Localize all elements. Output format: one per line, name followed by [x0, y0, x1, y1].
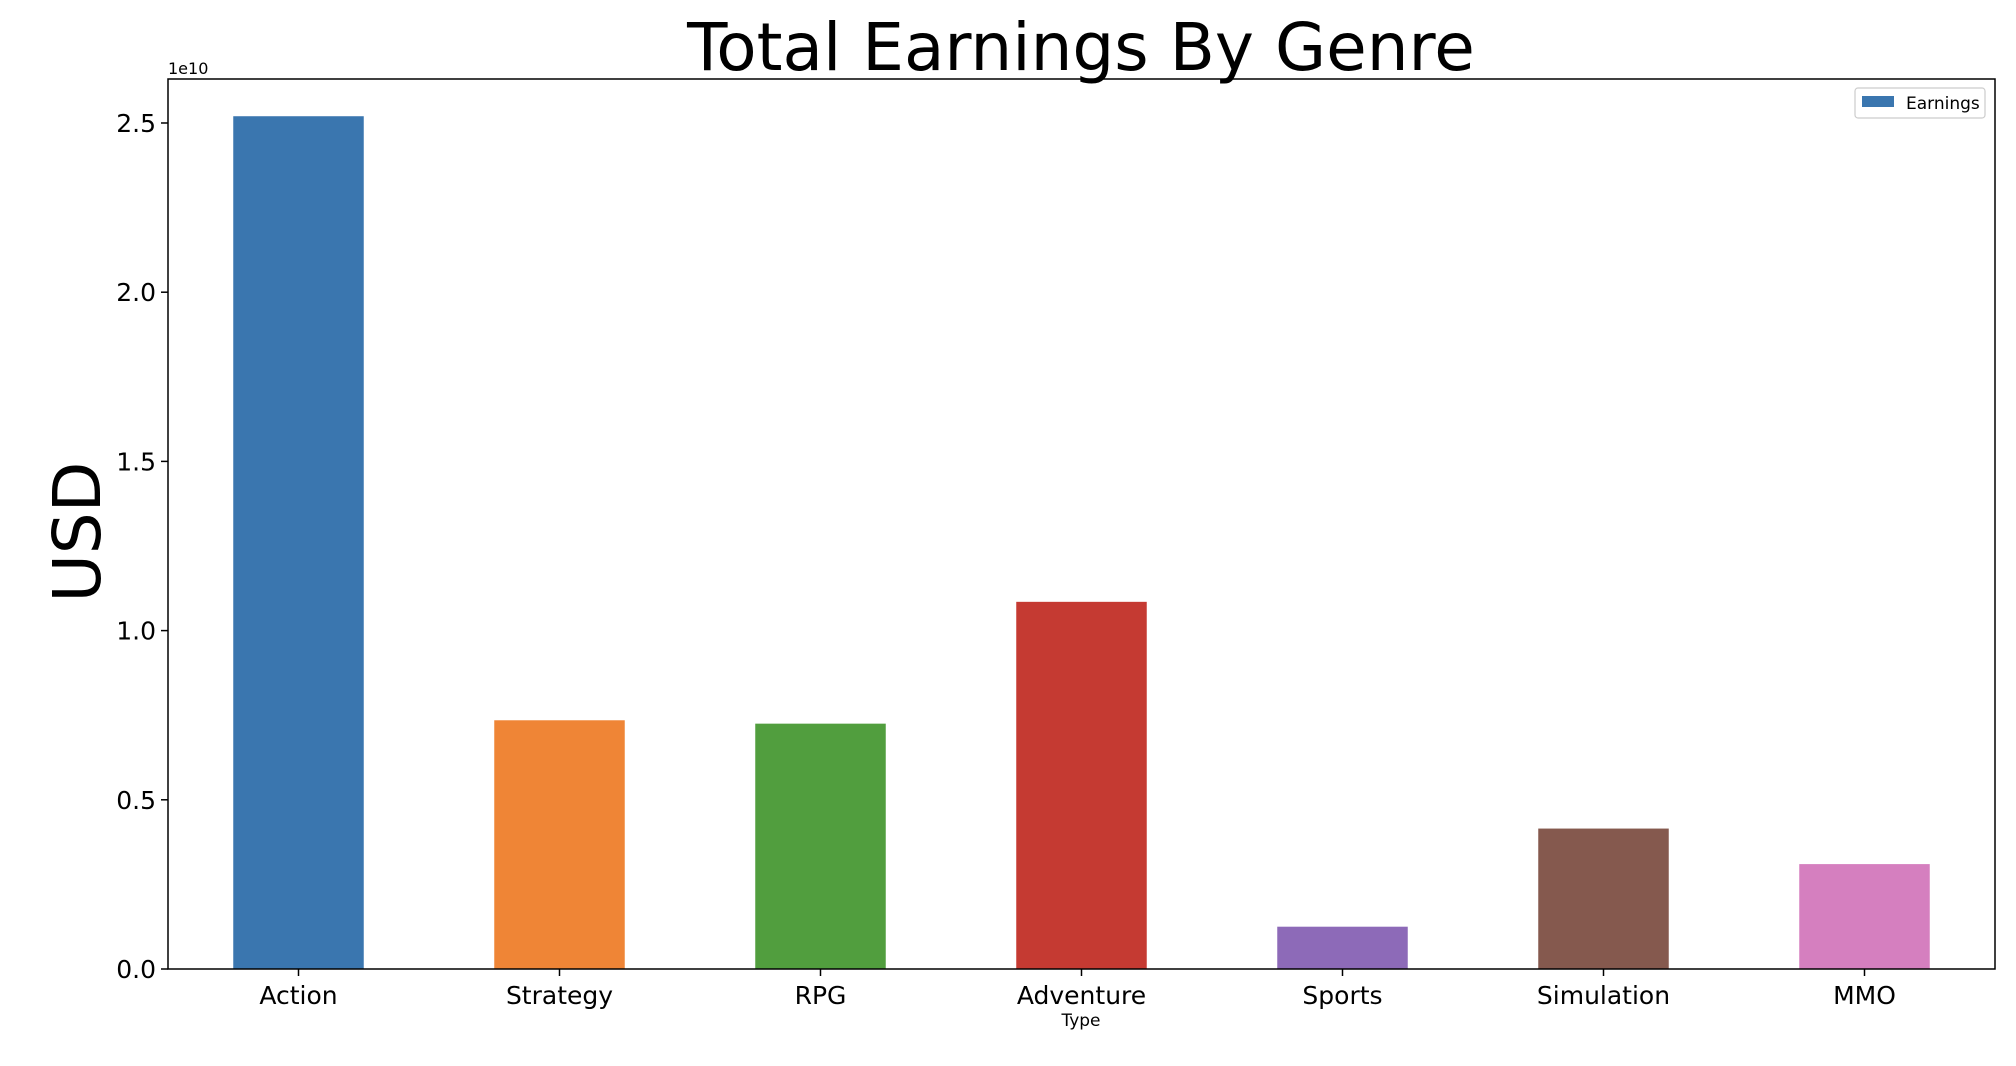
legend-swatch [1862, 96, 1894, 107]
y-tick-label: 1.5 [116, 447, 156, 476]
x-axis-label: Type [1060, 1011, 1100, 1031]
x-ticks-group: Action Strategy RPG Adventure Sports Simulati… [259, 969, 1896, 1010]
x-tick-label: Simulation [1537, 981, 1670, 1010]
bar-simulation [1538, 828, 1669, 969]
legend-label: Earnings [1906, 94, 1980, 114]
legend: Earnings [1854, 87, 1986, 119]
y-tick-label: 1.0 [116, 617, 156, 646]
bar-sports [1277, 926, 1408, 969]
x-tick-label: Adventure [1017, 981, 1146, 1010]
y-tick-label: 0.5 [116, 786, 156, 815]
x-tick-label: MMO [1833, 981, 1896, 1010]
bar-strategy [494, 720, 625, 969]
legend-box [1854, 87, 1986, 119]
bar-rpg [755, 723, 886, 969]
bars-group [233, 116, 1930, 969]
bar-mmo [1799, 864, 1930, 969]
y-tick-label: 2.0 [116, 278, 156, 307]
y-tick-label: 0.0 [116, 955, 156, 984]
y-axis-offset-label: 1e10 [168, 59, 208, 78]
chart-title: Total Earnings By Genre [686, 9, 1475, 86]
x-tick-label: Action [259, 981, 337, 1010]
y-ticks-group: 0.0 0.5 1.0 1.5 2.0 2.5 [116, 109, 168, 984]
x-tick-label: Strategy [506, 981, 613, 1010]
bar-action [233, 116, 364, 969]
y-axis-label: USD [39, 461, 116, 602]
y-tick-label: 2.5 [116, 109, 156, 138]
x-tick-label: RPG [795, 981, 847, 1010]
bar-adventure [1016, 601, 1147, 969]
x-tick-label: Sports [1302, 981, 1382, 1010]
plot-frame [167, 78, 1996, 970]
